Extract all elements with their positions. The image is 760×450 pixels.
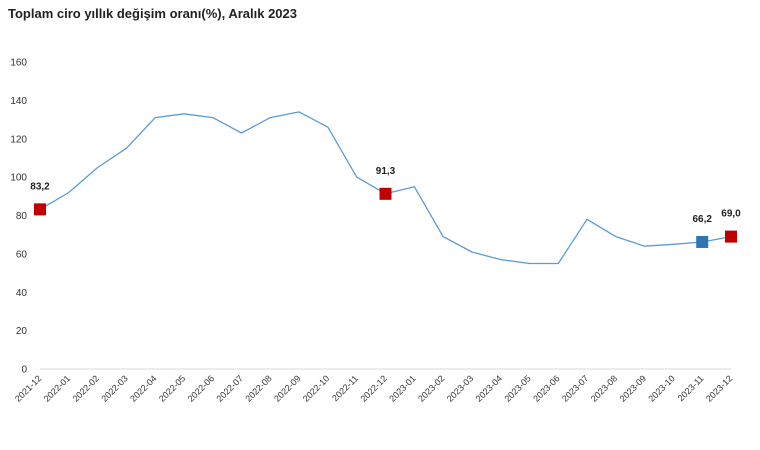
x-tick-label: 2023-04 bbox=[474, 373, 504, 403]
data-point-marker bbox=[34, 203, 46, 216]
data-label: 91,3 bbox=[376, 166, 396, 177]
data-point-marker bbox=[379, 187, 392, 200]
y-tick-label: 0 bbox=[21, 365, 27, 376]
x-tick-label: 2022-06 bbox=[186, 373, 216, 403]
x-tick-label: 2023-09 bbox=[618, 373, 648, 403]
x-tick-label: 2022-08 bbox=[243, 373, 273, 403]
y-tick-label: 120 bbox=[10, 134, 27, 145]
x-tick-label: 2021-12 bbox=[13, 373, 43, 403]
x-tick-label: 2023-02 bbox=[416, 373, 446, 403]
x-tick-label: 2023-01 bbox=[387, 373, 417, 403]
x-tick-label: 2023-07 bbox=[560, 373, 590, 403]
x-tick-label: 2022-12 bbox=[358, 373, 388, 403]
y-tick-label: 160 bbox=[10, 58, 27, 69]
y-tick-label: 60 bbox=[16, 249, 28, 260]
x-tick-label: 2023-03 bbox=[445, 373, 475, 403]
data-point-marker bbox=[696, 235, 709, 248]
chart-title: Toplam ciro yıllık değişim oranı(%), Ara… bbox=[8, 6, 297, 21]
x-tick-label: 2023-11 bbox=[676, 373, 706, 403]
x-tick-label: 2022-10 bbox=[301, 373, 331, 403]
x-tick-label: 2022-05 bbox=[157, 373, 187, 403]
x-tick-label: 2022-04 bbox=[128, 373, 158, 403]
x-tick-label: 2023-10 bbox=[646, 373, 676, 403]
series-line bbox=[39, 111, 732, 265]
y-tick-label: 20 bbox=[16, 326, 28, 337]
y-tick-label: 100 bbox=[10, 173, 27, 184]
x-tick-label: 2022-11 bbox=[330, 373, 360, 403]
data-label: 69,0 bbox=[721, 209, 741, 220]
x-tick-label: 2023-06 bbox=[531, 373, 561, 403]
data-label: 66,2 bbox=[692, 214, 712, 225]
x-tick-label: 2022-07 bbox=[215, 373, 245, 403]
y-tick-label: 80 bbox=[16, 211, 28, 222]
x-tick-label: 2023-08 bbox=[589, 373, 619, 403]
data-point-marker bbox=[725, 230, 737, 243]
x-tick-label: 2022-01 bbox=[42, 373, 72, 403]
x-tick-label: 2022-09 bbox=[272, 373, 302, 403]
data-label: 83,2 bbox=[30, 181, 50, 192]
y-tick-label: 140 bbox=[10, 96, 27, 107]
y-tick-label: 40 bbox=[16, 288, 28, 299]
x-tick-label: 2023-05 bbox=[502, 373, 532, 403]
x-tick-label: 2023-12 bbox=[704, 373, 734, 403]
x-tick-label: 2022-03 bbox=[99, 373, 129, 403]
x-tick-label: 2022-02 bbox=[71, 373, 101, 403]
